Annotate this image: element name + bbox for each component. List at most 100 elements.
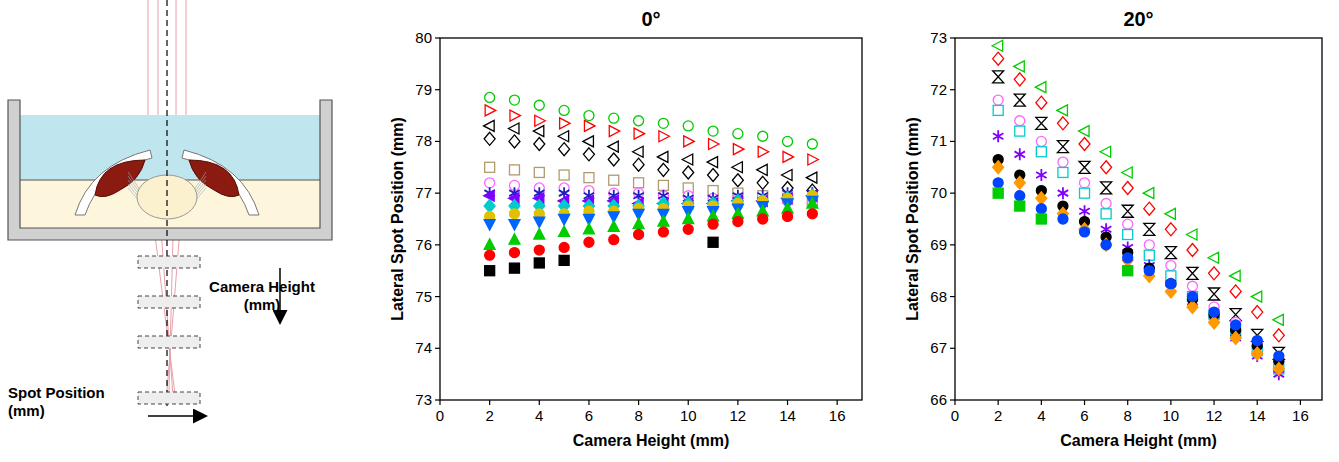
figure: Camera Height(mm)Spot Position(mm)024681… (0, 0, 1339, 462)
chart-panel: 0246810121416666768697071727320°Camera H… (904, 8, 1322, 449)
data-point (783, 136, 793, 146)
x-tick (1127, 400, 1128, 405)
chart-panel: 024681012141673747576777879800°Camera He… (389, 8, 862, 449)
x-tick (1041, 400, 1042, 405)
x-tick-label: 16 (1292, 407, 1309, 424)
x-tick-label: 0 (951, 407, 959, 424)
data-point (534, 138, 545, 151)
diagram-label-line: Camera Height (209, 278, 315, 295)
data-point (1144, 223, 1155, 235)
data-point (1036, 136, 1046, 146)
data-point (584, 120, 595, 131)
data-point (633, 218, 644, 229)
y-axis-title: Lateral Spot Position (mm) (389, 117, 406, 321)
data-point (1144, 250, 1154, 260)
data-point (1101, 238, 1112, 251)
data-point (609, 126, 620, 137)
data-point (807, 139, 817, 149)
data-point (1036, 117, 1047, 129)
y-tick-label: 78 (415, 132, 432, 149)
data-point (806, 172, 817, 183)
data-point (1101, 240, 1111, 250)
data-point (484, 120, 495, 131)
y-tick-label: 80 (415, 29, 432, 46)
data-point (558, 131, 569, 142)
data-point (1058, 167, 1068, 177)
y-tick-label: 74 (415, 339, 432, 356)
data-point (733, 217, 743, 227)
x-tick-label: 2 (485, 407, 493, 424)
data-point (534, 217, 545, 228)
data-point (683, 213, 694, 224)
data-point (1036, 169, 1047, 181)
data-point (634, 116, 644, 126)
data-point (808, 154, 819, 165)
data-point (1015, 201, 1025, 211)
y-tick (435, 89, 440, 90)
x-tick-label: 0 (436, 407, 444, 424)
x-tick (1170, 400, 1171, 405)
diagram-label: Spot Position(mm) (8, 384, 105, 419)
data-point (783, 211, 793, 221)
data-point (1015, 116, 1025, 126)
x-tick-label: 12 (1206, 407, 1223, 424)
y-tick (950, 141, 955, 142)
x-tick-label: 2 (994, 407, 1002, 424)
data-point (1057, 141, 1068, 153)
data-point (559, 242, 569, 252)
diagram-label: Camera Height(mm) (209, 278, 315, 313)
data-point (584, 111, 594, 121)
zonule (194, 172, 206, 190)
data-point (634, 128, 645, 139)
data-point (1036, 204, 1046, 214)
data-point (993, 178, 1003, 188)
data-point (758, 146, 769, 157)
data-point (485, 162, 495, 172)
data-point (1231, 320, 1241, 330)
data-point (1014, 61, 1024, 72)
y-tick-label: 67 (930, 339, 947, 356)
y-tick-label: 71 (930, 132, 947, 149)
data-point (993, 95, 1003, 105)
data-point (1186, 229, 1197, 240)
data-point (485, 250, 495, 260)
data-point (757, 176, 768, 189)
x-tick (954, 400, 955, 405)
x-tick (588, 400, 589, 405)
y-tick (950, 296, 955, 297)
y-tick-label: 76 (415, 236, 432, 253)
data-point (608, 153, 619, 166)
data-point (484, 239, 495, 250)
data-point (658, 118, 668, 128)
x-tick-label: 8 (634, 407, 642, 424)
data-point (1187, 267, 1198, 279)
data-point (559, 143, 570, 156)
data-point (508, 123, 519, 134)
data-point (708, 219, 718, 229)
data-point (993, 188, 1003, 198)
data-point (1187, 300, 1198, 313)
data-point (1122, 181, 1133, 194)
data-point (1014, 176, 1025, 189)
data-point (1058, 157, 1068, 167)
data-point (634, 230, 644, 240)
data-points (484, 92, 819, 275)
data-point (1101, 182, 1112, 194)
water (20, 115, 320, 180)
y-tick-label: 73 (415, 391, 432, 408)
data-point (1144, 266, 1154, 276)
data-point (485, 105, 496, 116)
data-point (658, 163, 669, 176)
data-point (485, 92, 495, 102)
data-point (658, 227, 668, 237)
data-point (1079, 205, 1090, 217)
data-point (509, 209, 519, 219)
camera (138, 336, 200, 348)
data-point (707, 157, 718, 168)
data-point (583, 223, 594, 234)
y-tick-label: 75 (415, 288, 432, 305)
data-point (1209, 288, 1220, 300)
data-point (1165, 208, 1176, 219)
data-point (1015, 126, 1025, 136)
data-point (1079, 161, 1090, 173)
